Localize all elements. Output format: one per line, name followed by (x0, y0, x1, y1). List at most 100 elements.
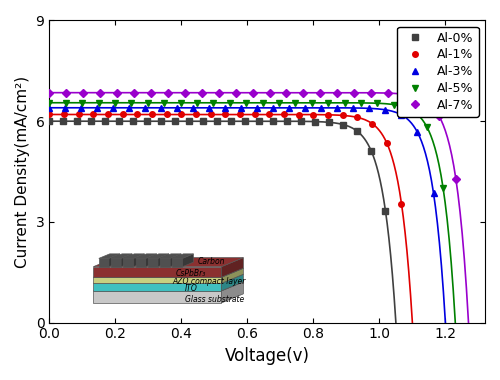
Al-7% (419, 97, 425, 101)
Line: Al-3%: Al-3% (46, 105, 436, 196)
Al-1% (296, 112, 302, 117)
Al-0% (326, 120, 332, 125)
Al-0% (382, 209, 388, 213)
Al-0% (298, 119, 304, 124)
Al-3% (254, 106, 260, 110)
Al-1% (76, 112, 82, 117)
Al-0% (172, 119, 178, 124)
Al-5% (243, 100, 249, 105)
Al-1% (164, 112, 170, 117)
Al-7% (182, 90, 188, 95)
Al-0% (256, 119, 262, 124)
Al-7% (232, 90, 238, 95)
Al-5% (260, 100, 266, 105)
Al-1% (369, 121, 375, 126)
Y-axis label: Current Density(mA/cm²): Current Density(mA/cm²) (15, 76, 30, 268)
Al-5% (391, 102, 397, 107)
Al-3% (366, 106, 372, 111)
Al-3% (398, 112, 404, 117)
Al-0% (74, 119, 80, 124)
Al-5% (440, 186, 446, 190)
Al-7% (199, 90, 205, 95)
Al-1% (208, 112, 214, 117)
Al-7% (436, 114, 442, 118)
Al-7% (300, 90, 306, 95)
Line: Al-5%: Al-5% (46, 100, 446, 191)
Al-3% (302, 106, 308, 110)
Al-1% (222, 112, 228, 117)
Al-3% (190, 106, 196, 110)
Al-5% (210, 100, 216, 105)
Al-5% (46, 100, 52, 105)
Al-0% (354, 129, 360, 134)
Al-7% (402, 92, 408, 97)
Al-0% (186, 119, 192, 124)
Al-3% (206, 106, 212, 110)
Al-3% (126, 106, 132, 110)
Al-1% (105, 112, 111, 117)
Al-5% (62, 100, 68, 105)
Al-0% (46, 119, 52, 124)
Al-3% (238, 106, 244, 110)
Al-0% (200, 119, 206, 124)
Al-1% (281, 112, 287, 117)
Al-7% (216, 90, 222, 95)
Al-0% (144, 119, 150, 124)
Al-5% (161, 100, 167, 105)
Line: Al-1%: Al-1% (46, 112, 405, 207)
Al-0% (214, 119, 220, 124)
Al-1% (310, 112, 316, 117)
Al-3% (94, 106, 100, 110)
Al-7% (385, 91, 391, 95)
Al-3% (110, 106, 116, 110)
Al-1% (46, 112, 52, 117)
Al-5% (309, 100, 315, 105)
Al-5% (144, 100, 150, 105)
Al-7% (80, 90, 86, 95)
Al-5% (408, 107, 414, 112)
Al-5% (227, 100, 233, 105)
Al-0% (60, 119, 66, 124)
Al-5% (96, 100, 102, 105)
Al-1% (237, 112, 243, 117)
Al-3% (414, 130, 420, 135)
Al-0% (242, 119, 248, 124)
Al-1% (325, 112, 331, 117)
Al-3% (318, 106, 324, 110)
Al-0% (368, 149, 374, 154)
Al-3% (334, 106, 340, 110)
Al-0% (340, 122, 346, 127)
Al-1% (90, 112, 96, 117)
Al-0% (130, 119, 136, 124)
Al-0% (228, 119, 234, 124)
Al-5% (276, 100, 282, 105)
Al-7% (131, 90, 137, 95)
Al-0% (116, 119, 122, 124)
Al-5% (342, 100, 347, 105)
Al-1% (149, 112, 155, 117)
Al-5% (112, 100, 118, 105)
Al-1% (266, 112, 272, 117)
Al-5% (79, 100, 85, 105)
Al-3% (142, 106, 148, 110)
Al-7% (46, 90, 52, 95)
Al-5% (358, 101, 364, 105)
Al-5% (325, 100, 331, 105)
Al-7% (266, 90, 272, 95)
Al-7% (352, 90, 358, 95)
Al-5% (194, 100, 200, 105)
Al-1% (340, 113, 346, 118)
Line: Al-0%: Al-0% (46, 119, 388, 214)
Al-3% (350, 106, 356, 110)
Al-0% (284, 119, 290, 124)
Al-1% (61, 112, 67, 117)
X-axis label: Voltage(v): Voltage(v) (224, 347, 310, 365)
Al-7% (284, 90, 290, 95)
Al-5% (292, 100, 298, 105)
Al-7% (165, 90, 171, 95)
Al-1% (134, 112, 140, 117)
Al-3% (382, 108, 388, 112)
Al-3% (430, 191, 436, 195)
Al-3% (222, 106, 228, 110)
Al-1% (398, 201, 404, 206)
